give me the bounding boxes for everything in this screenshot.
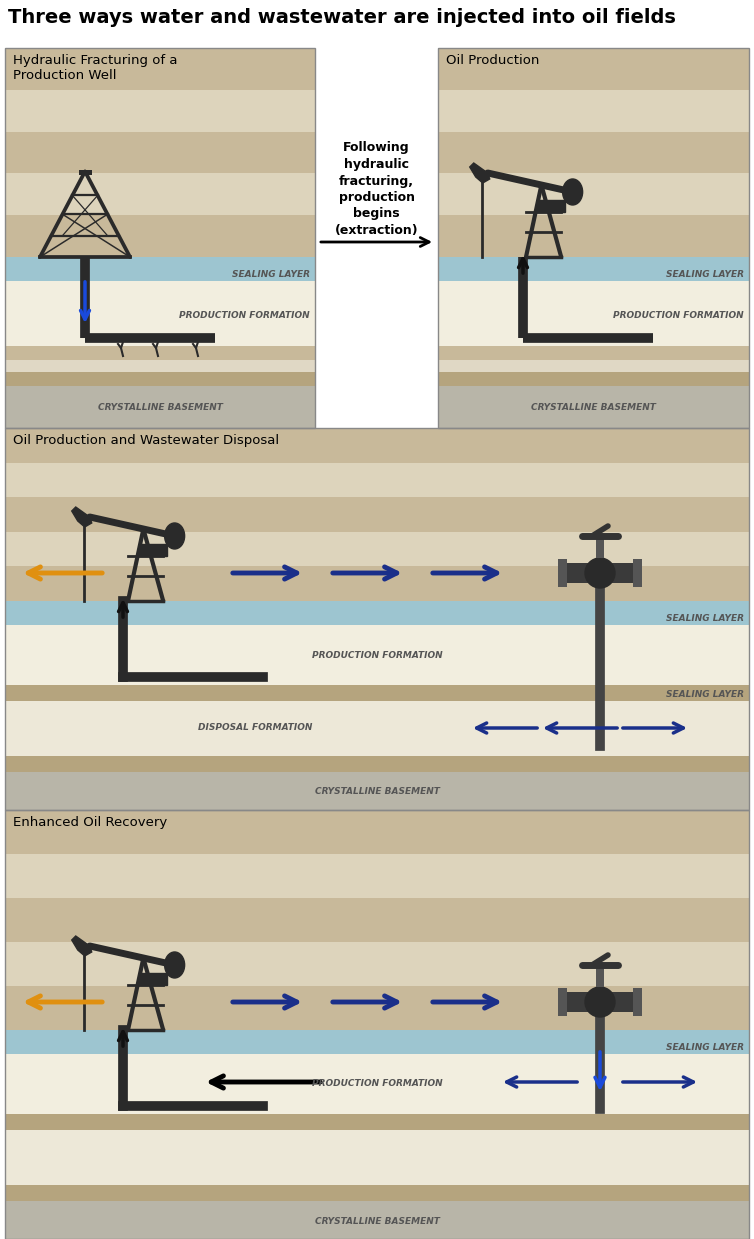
Bar [438,256,749,281]
Bar [139,544,167,556]
Text: CRYSTALLINE BASEMENT: CRYSTALLINE BASEMENT [531,404,656,413]
Text: DISPOSAL FORMATION: DISPOSAL FORMATION [198,724,312,732]
Bar [438,48,749,427]
Bar [5,810,749,1239]
Bar [5,131,315,173]
Bar [5,1030,749,1054]
Text: PRODUCTION FORMATION: PRODUCTION FORMATION [613,311,744,321]
Bar [596,965,604,987]
Bar [5,1054,749,1114]
Bar [5,346,315,361]
Bar [438,131,749,173]
Bar [438,281,749,346]
Bar [633,559,642,587]
Bar [5,48,315,427]
Text: SEALING LAYER: SEALING LAYER [666,690,744,699]
Bar [560,992,640,1012]
Ellipse shape [585,558,615,589]
Bar [139,974,167,985]
Text: CRYSTALLINE BASEMENT: CRYSTALLINE BASEMENT [97,404,222,413]
Bar [5,1130,749,1184]
Bar [5,810,749,1239]
Bar [438,372,749,387]
Text: Enhanced Oil Recovery: Enhanced Oil Recovery [13,817,167,829]
Bar [5,89,315,131]
Text: CRYSTALLINE BASEMENT: CRYSTALLINE BASEMENT [314,1217,440,1225]
Bar [5,810,749,854]
Polygon shape [72,935,92,957]
Ellipse shape [164,523,185,549]
Text: Oil Production: Oil Production [446,55,539,67]
Bar [5,281,315,346]
Bar [5,701,749,756]
Ellipse shape [585,987,615,1017]
Bar [538,201,566,212]
Bar [5,986,749,1030]
Text: Hydraulic Fracturing of a
Production Well: Hydraulic Fracturing of a Production Wel… [13,55,177,82]
Polygon shape [72,507,92,527]
Bar [5,173,315,216]
Text: PRODUCTION FORMATION: PRODUCTION FORMATION [311,1079,443,1089]
Bar [438,216,749,256]
Text: CRYSTALLINE BASEMENT: CRYSTALLINE BASEMENT [314,788,440,797]
Text: SEALING LAYER: SEALING LAYER [666,1043,744,1052]
Bar [5,566,749,601]
Bar [5,427,749,462]
Bar [5,898,749,942]
Bar [5,387,315,427]
Bar [5,48,315,89]
Bar [5,685,749,701]
Bar [438,387,749,427]
Bar [438,361,749,372]
Bar [5,942,749,986]
Bar [5,216,315,256]
Bar [558,559,567,587]
Text: SEALING LAYER: SEALING LAYER [232,270,310,279]
Bar [5,372,315,387]
Text: PRODUCTION FORMATION: PRODUCTION FORMATION [179,311,310,321]
Bar [5,462,749,497]
Bar [5,1201,749,1239]
Bar [5,601,749,624]
Text: Three ways water and wastewater are injected into oil fields: Three ways water and wastewater are inje… [8,7,676,27]
Ellipse shape [164,952,185,978]
Bar [5,1184,749,1201]
Text: Oil Production and Wastewater Disposal: Oil Production and Wastewater Disposal [13,434,279,447]
Bar [5,854,749,898]
Bar [5,532,749,566]
Bar [633,987,642,1016]
Bar [5,772,749,810]
Bar [5,427,749,810]
Bar [438,89,749,131]
Text: PRODUCTION FORMATION: PRODUCTION FORMATION [311,650,443,659]
Bar [558,987,567,1016]
Bar [5,256,315,281]
Text: SEALING LAYER: SEALING LAYER [666,270,744,279]
Bar [438,48,749,427]
Bar [5,48,315,427]
Bar [5,756,749,772]
Bar [438,48,749,89]
Text: SEALING LAYER: SEALING LAYER [666,615,744,623]
Bar [438,346,749,361]
Bar [5,1114,749,1130]
Bar [596,536,604,558]
Bar [438,173,749,216]
Polygon shape [470,164,490,183]
Bar [5,624,749,685]
Bar [5,427,749,810]
Ellipse shape [562,178,583,204]
Bar [5,497,749,532]
Text: Following
hydraulic
fracturing,
production
begins
(extraction): Following hydraulic fracturing, producti… [335,141,418,237]
Bar [5,361,315,372]
Bar [560,563,640,584]
